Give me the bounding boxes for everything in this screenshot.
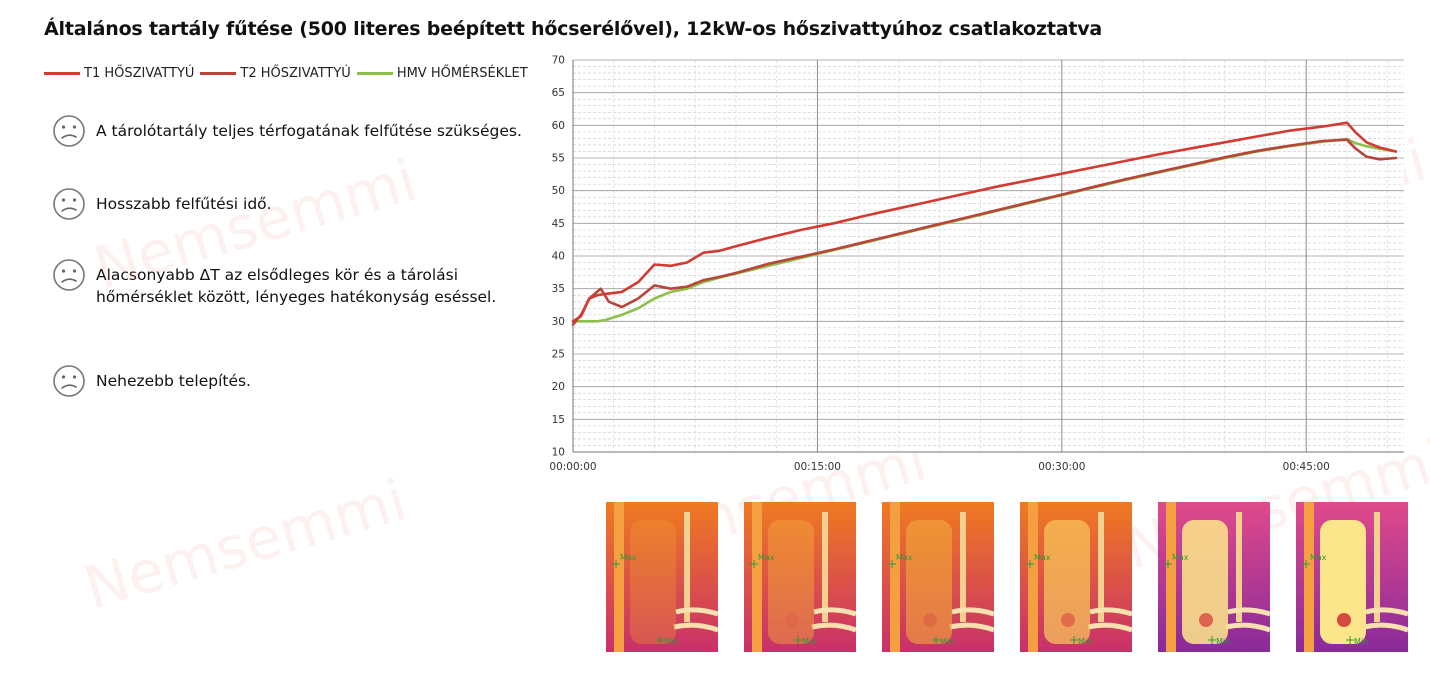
thermal-image: Max Min [1020, 502, 1132, 652]
thermal-image: Max Min [1296, 502, 1408, 652]
thermal-image-graphic: Max Min [1158, 502, 1270, 652]
legend-label: T2 HŐSZIVATTYÚ [240, 66, 351, 81]
thermal-image-graphic: Max Min [882, 502, 994, 652]
watermark-text: Nemsemmi [77, 465, 414, 623]
thermal-image-graphic: Max Min [1020, 502, 1132, 652]
thermal-image: Max Min [606, 502, 718, 652]
max-marker-label: Max [1172, 553, 1189, 562]
line-chart: 10 15 20 25 30 35 40 45 50 55 60 65 70 00:00:00 00:15:… [549, 55, 1404, 473]
y-tick-label: 60 [552, 120, 565, 132]
y-tick-label: 40 [552, 251, 565, 263]
thermal-image-graphic: Max Min [1296, 502, 1408, 652]
max-marker-label: Max [1034, 553, 1051, 562]
legend-item: T2 HŐSZIVATTYÚ [200, 66, 351, 81]
sad-face-icon [53, 188, 85, 220]
legend-item: T1 HŐSZIVATTYÚ [44, 66, 194, 81]
max-marker-label: Max [758, 553, 775, 562]
min-marker-label: Min [664, 637, 678, 646]
max-marker-label: Max [896, 553, 913, 562]
min-marker-label: Min [940, 637, 954, 646]
thermal-image-graphic: Max Min [606, 502, 718, 652]
sad-face-icon [53, 365, 85, 397]
bullet-text: A tárolótartály teljes térfogatának felf… [96, 122, 522, 140]
page-title: Általános tartály fűtése (500 literes be… [44, 18, 1103, 40]
min-marker-label: Min [1216, 637, 1230, 646]
chart-legend: T1 HŐSZIVATTYÚ T2 HŐSZIVATTYÚ HMV HŐMÉRSÉK… [44, 66, 534, 81]
y-tick-label: 50 [552, 185, 565, 197]
sad-face-icon [53, 259, 85, 291]
bullet-item: Alacsonyabb ΔT az elsődleges kör és a tá… [52, 259, 526, 308]
bullet-text: Hosszabb felfűtési idő. [96, 195, 272, 213]
y-tick-label: 30 [552, 316, 565, 328]
min-marker-label: Min [1354, 637, 1368, 646]
x-tick-label: 00:45:00 [1283, 461, 1330, 473]
legend-label: HMV HŐMÉRSÉKLET [396, 66, 528, 81]
series-line [571, 138, 1398, 326]
bullet-item: Hosszabb felfűtési idő. [52, 188, 272, 221]
bullet-item: Nehezebb telepítés. [52, 365, 251, 398]
x-tick-label: 00:00:00 [549, 461, 596, 473]
y-tick-label: 25 [552, 349, 565, 361]
legend-swatch [356, 72, 393, 75]
x-tick-label: 00:30:00 [1038, 461, 1085, 473]
bullet-item: A tárolótartály teljes térfogatának felf… [52, 115, 522, 148]
y-tick-label: 55 [552, 153, 565, 165]
y-tick-label: 35 [552, 283, 565, 295]
series-line [571, 121, 1398, 323]
thermal-image-row: Max Min Max Min Max Min Max Min Max Min Max Min [606, 502, 1430, 652]
max-marker-label: Max [620, 553, 637, 562]
y-tick-label: 15 [552, 414, 565, 426]
max-marker-label: Max [1310, 553, 1327, 562]
y-tick-label: 10 [552, 447, 565, 459]
legend-swatch [44, 72, 80, 75]
thermal-image: Max Min [882, 502, 994, 652]
y-tick-label: 70 [552, 55, 565, 67]
y-tick-label: 65 [552, 87, 565, 99]
legend-item: HMV HŐMÉRSÉKLET [356, 66, 528, 81]
bullet-text: Alacsonyabb ΔT az elsődleges kör és a tá… [96, 266, 497, 306]
thermal-image-graphic: Max Min [744, 502, 856, 652]
min-marker-label: Min [1078, 637, 1092, 646]
legend-label: T1 HŐSZIVATTYÚ [84, 66, 195, 81]
x-tick-label: 00:15:00 [794, 461, 841, 473]
bullet-text: Nehezebb telepítés. [96, 372, 251, 390]
thermal-image: Max Min [1158, 502, 1270, 652]
legend-swatch [200, 72, 237, 75]
y-tick-label: 20 [552, 381, 565, 393]
sad-face-icon [53, 115, 85, 147]
min-marker-label: Min [802, 637, 816, 646]
thermal-image: Max Min [744, 502, 856, 652]
y-tick-label: 45 [552, 218, 565, 230]
